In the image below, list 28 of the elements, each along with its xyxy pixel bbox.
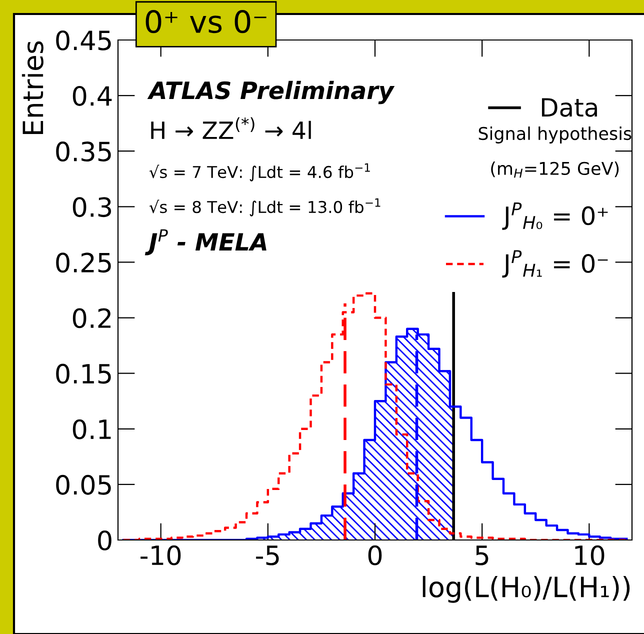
y-tick-label: 0.15 <box>56 364 111 384</box>
annotation: (m$_{H}$=125 GeV) <box>491 162 619 178</box>
x-tick-label: -10 <box>140 545 181 566</box>
annotation: H → ZZ$^{(*)}$ → 4l <box>151 117 311 139</box>
annotation: √s = 7 TeV: ∫Ldt = 4.6 fb$^{−1}$ <box>149 163 370 182</box>
chart-title: 0⁺ vs 0⁻ <box>146 10 266 34</box>
y-tick-label: 0.3 <box>72 197 112 218</box>
annotation: J$^{P}$ - MELA <box>144 229 266 256</box>
y-tick-label: 0.35 <box>56 142 111 162</box>
x-tick-label: 5 <box>476 546 488 566</box>
legend-label: J$^{P}$$_{H₁}$ = 0⁻ <box>502 250 608 278</box>
y-tick-label: 0 <box>98 530 112 550</box>
y-tick-label: 0.45 <box>56 30 111 50</box>
y-tick-label: 0.25 <box>56 252 111 273</box>
x-tick-label: 10 <box>575 545 604 566</box>
y-tick-label: 0.1 <box>72 419 111 440</box>
legend-label: J$^{P}$$_{H₀}$ = 0⁺ <box>502 202 608 230</box>
x-tick-label: -5 <box>256 546 279 566</box>
annotation: ATLAS Preliminary <box>147 80 395 104</box>
y-tick-label: 0.4 <box>72 86 112 106</box>
x-tick-label: 0 <box>368 545 382 566</box>
x-axis-title: log(L(H₀)/L(H₁)) <box>422 576 630 603</box>
legend-label: Data <box>542 98 597 117</box>
annotation: √s = 8 TeV: ∫Ldt = 13.0 fb$^{−1}$ <box>149 198 380 216</box>
y-axis-title: Entries <box>22 41 44 134</box>
y-tick-label: 0.2 <box>72 308 110 328</box>
annotation: Signal hypothesis <box>478 126 632 144</box>
y-tick-label: 0.05 <box>56 474 111 495</box>
